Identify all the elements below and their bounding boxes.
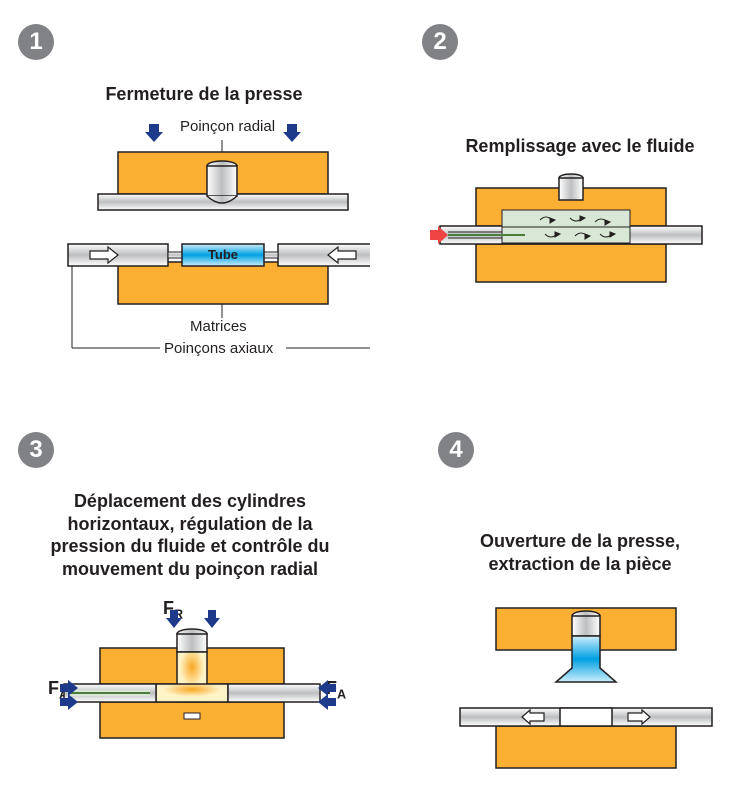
arrow-down-icon [283,124,301,142]
arrow-down-icon [166,610,182,628]
diagram-canvas: 1 Fermeture de la presse Poinçon radial [0,0,754,804]
step-badge-4: 4 [438,432,474,468]
step-4-title: Ouverture de la presse, extraction de la… [440,530,720,575]
label-axial: Poinçons axiaux [164,340,273,357]
step-3-svg [60,600,340,770]
step-2-title: Remplissage avec le fluide [430,136,730,157]
step-badge-2: 2 [422,24,458,60]
step-2-svg [430,170,730,310]
tube-label: Tube [208,247,238,262]
step-badge-3: 3 [18,432,54,468]
arrow-down-icon [145,124,163,142]
label-matrices: Matrices [190,318,247,335]
step-1-title: Fermeture de la presse [74,84,334,105]
step-3-title: Déplacement des cylindres horizontaux, r… [30,490,350,580]
step-badge-1: 1 [18,24,54,60]
arrow-down-icon [204,610,220,628]
step-4-svg [440,590,730,780]
